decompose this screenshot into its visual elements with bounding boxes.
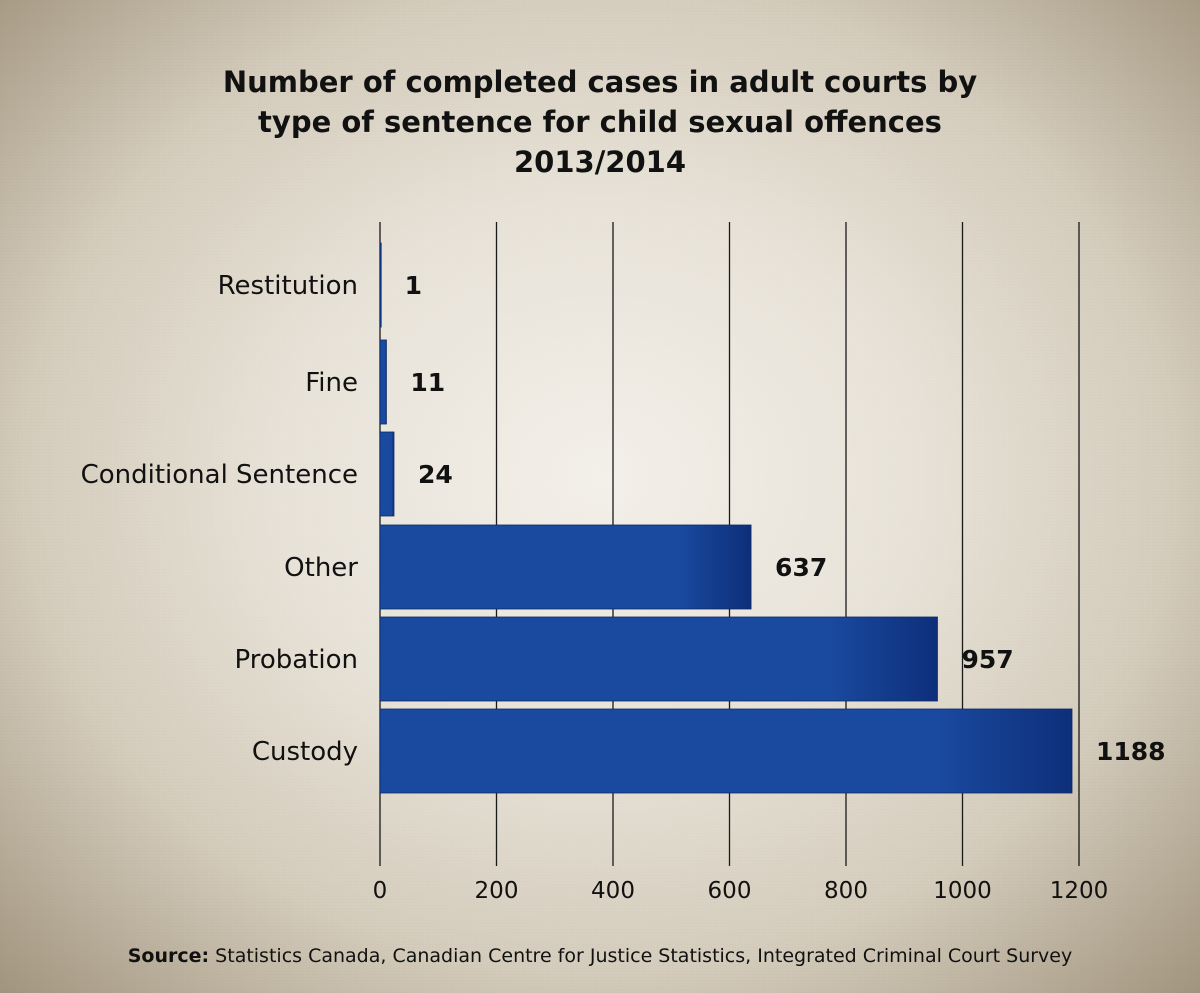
category-label: Other — [284, 553, 358, 583]
data-label: 11 — [410, 368, 445, 397]
data-label: 637 — [775, 553, 827, 582]
x-tick-label: 600 — [708, 878, 752, 904]
x-tick-label: 0 — [373, 878, 388, 904]
bar — [379, 242, 382, 328]
category-label: Probation — [235, 645, 359, 675]
source-text: Statistics Canada, Canadian Centre for J… — [209, 945, 1073, 967]
category-label: Restitution — [218, 271, 358, 301]
source-label: Source: — [127, 945, 210, 967]
x-tick-label: 200 — [475, 878, 519, 904]
bar — [379, 708, 1073, 794]
chart-title-line-2: type of sentence for child sexual offenc… — [258, 105, 942, 139]
data-label: 1 — [405, 271, 422, 300]
data-label: 957 — [961, 645, 1013, 674]
category-label: Fine — [305, 368, 358, 398]
chart-title: Number of completed cases in adult court… — [0, 62, 1200, 182]
data-label: 24 — [418, 460, 453, 489]
x-tick-label: 1200 — [1050, 878, 1109, 904]
source-note: Source: Statistics Canada, Canadian Cent… — [0, 945, 1200, 967]
bar — [379, 524, 752, 610]
category-label: Conditional Sentence — [81, 460, 358, 490]
x-tick-label: 1000 — [933, 878, 992, 904]
bar — [379, 431, 395, 517]
chart-title-line-3: 2013/2014 — [513, 145, 687, 179]
x-tick-label: 400 — [591, 878, 635, 904]
category-label: Custody — [252, 737, 358, 767]
data-label: 1188 — [1096, 737, 1166, 766]
x-tick-label: 800 — [824, 878, 868, 904]
bar — [379, 339, 387, 425]
bar — [379, 616, 938, 702]
chart-title-line-1: Number of completed cases in adult court… — [222, 65, 978, 99]
